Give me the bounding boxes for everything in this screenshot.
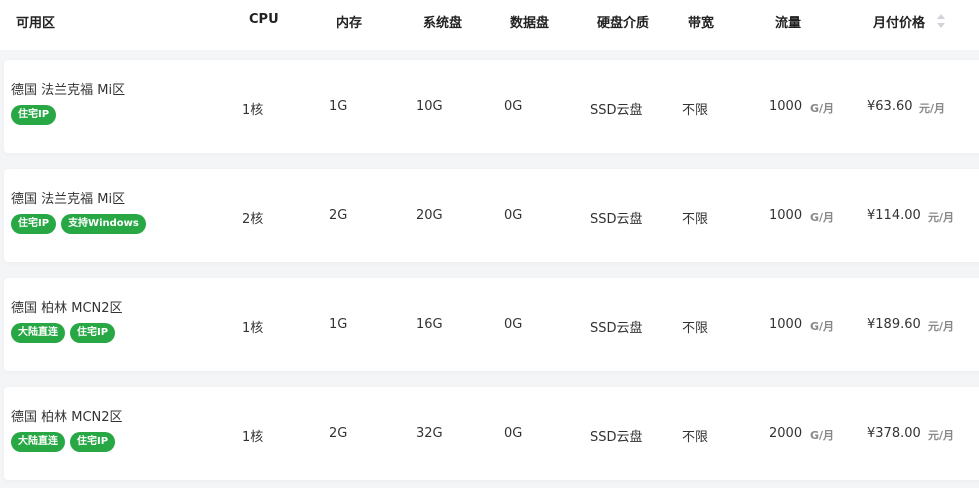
system-disk-value: 32G xyxy=(416,426,443,441)
price-value: ¥189.60 xyxy=(867,317,921,332)
traffic-value: 1000 xyxy=(769,99,803,114)
tag-list: 大陆直连 住宅IP xyxy=(11,432,116,452)
disk-media-value: SSD云盘 xyxy=(590,103,643,118)
col-disk-media: 硬盘介质 xyxy=(597,16,650,31)
table-row[interactable]: 德国 法兰克福 Mi区 住宅IP 支持Windows 2核 2G 20G 0G S… xyxy=(4,169,979,262)
data-disk-value: 0G xyxy=(504,317,523,332)
system-disk-value: 10G xyxy=(416,99,443,114)
traffic-value: 1000 xyxy=(769,317,803,332)
memory-value: 1G xyxy=(329,99,348,114)
col-bandwidth: 带宽 xyxy=(688,16,715,31)
table-row[interactable]: 德国 柏林 MCN2区 大陆直连 住宅IP 1核 1G 16G 0G SSD云盘 … xyxy=(4,278,979,371)
disk-media-value: SSD云盘 xyxy=(590,212,643,227)
memory-value: 2G xyxy=(329,426,348,441)
zone-name: 德国 柏林 MCN2区 xyxy=(11,410,123,425)
tag-badge: 住宅IP xyxy=(70,323,116,343)
data-disk-value: 0G xyxy=(504,208,523,223)
tag-badge: 大陆直连 xyxy=(11,432,65,452)
table-row[interactable]: 德国 柏林 MCN2区 大陆直连 住宅IP 1核 2G 32G 0G SSD云盘 … xyxy=(4,387,979,480)
tag-badge: 住宅IP xyxy=(70,432,116,452)
tag-list: 住宅IP xyxy=(11,105,57,125)
traffic-unit: G/月 xyxy=(810,102,835,115)
memory-value: 1G xyxy=(329,317,348,332)
price-unit: 元/月 xyxy=(928,320,955,333)
tag-badge: 支持Windows xyxy=(61,214,146,234)
data-disk-value: 0G xyxy=(504,99,523,114)
cpu-value: 1核 xyxy=(242,103,264,118)
bandwidth-value: 不限 xyxy=(682,321,709,336)
col-monthly-price[interactable]: 月付价格 xyxy=(873,16,926,31)
col-cpu: CPU xyxy=(249,12,279,27)
col-memory: 内存 xyxy=(336,16,363,31)
col-data-disk: 数据盘 xyxy=(510,16,550,31)
system-disk-value: 16G xyxy=(416,317,443,332)
zone-name: 德国 柏林 MCN2区 xyxy=(11,301,123,316)
price-unit: 元/月 xyxy=(928,429,955,442)
tag-badge: 大陆直连 xyxy=(11,323,65,343)
bandwidth-value: 不限 xyxy=(682,430,709,445)
col-system-disk: 系统盘 xyxy=(423,16,463,31)
memory-value: 2G xyxy=(329,208,348,223)
tag-list: 大陆直连 住宅IP xyxy=(11,323,116,343)
traffic-unit: G/月 xyxy=(810,320,835,333)
zone-name: 德国 法兰克福 Mi区 xyxy=(11,192,126,207)
traffic-value: 1000 xyxy=(769,208,803,223)
cpu-value: 2核 xyxy=(242,212,264,227)
tag-badge: 住宅IP xyxy=(11,214,57,234)
traffic-value: 2000 xyxy=(769,426,803,441)
price-unit: 元/月 xyxy=(928,211,955,224)
disk-media-value: SSD云盘 xyxy=(590,321,643,336)
cpu-value: 1核 xyxy=(242,321,264,336)
price-value: ¥63.60 xyxy=(867,99,913,114)
traffic-unit: G/月 xyxy=(810,211,835,224)
tag-list: 住宅IP 支持Windows xyxy=(11,214,146,234)
table-header: 可用区 CPU 内存 系统盘 数据盘 硬盘介质 带宽 流量 月付价格 xyxy=(0,0,979,50)
disk-media-value: SSD云盘 xyxy=(590,430,643,445)
price-unit: 元/月 xyxy=(919,102,946,115)
price-value: ¥378.00 xyxy=(867,426,921,441)
traffic-unit: G/月 xyxy=(810,429,835,442)
bandwidth-value: 不限 xyxy=(682,103,709,118)
bandwidth-value: 不限 xyxy=(682,212,709,227)
col-traffic: 流量 xyxy=(775,16,802,31)
price-value: ¥114.00 xyxy=(867,208,921,223)
zone-name: 德国 法兰克福 Mi区 xyxy=(11,83,126,98)
table-row[interactable]: 德国 法兰克福 Mi区 住宅IP 1核 1G 10G 0G SSD云盘 不限 1… xyxy=(4,60,979,153)
sort-icon[interactable] xyxy=(936,12,946,32)
cpu-value: 1核 xyxy=(242,430,264,445)
data-disk-value: 0G xyxy=(504,426,523,441)
tag-badge: 住宅IP xyxy=(11,105,57,125)
col-zone: 可用区 xyxy=(16,16,56,31)
system-disk-value: 20G xyxy=(416,208,443,223)
